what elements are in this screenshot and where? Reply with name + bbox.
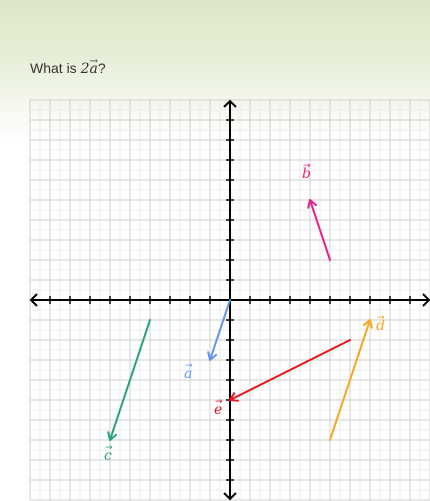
vector-d-arrowhead xyxy=(362,319,373,329)
vector-d[interactable]: d→ xyxy=(329,313,385,441)
vector-b-label: b xyxy=(302,166,311,182)
vector-c-label: c xyxy=(104,448,112,464)
question-text: What is 2a →? xyxy=(30,56,106,79)
vector-e[interactable]: e→ xyxy=(214,339,351,418)
vector-b-arrowhead xyxy=(307,199,318,209)
vector-e-arrowhead xyxy=(229,392,239,402)
question-expression: 2a → xyxy=(80,56,98,79)
vector-a[interactable]: a→ xyxy=(184,299,231,382)
question-prefix: What is xyxy=(30,60,81,76)
vector-c-line[interactable] xyxy=(109,319,151,441)
vector-d-label-arrow: → xyxy=(377,313,385,323)
vector-e-label: e xyxy=(214,402,222,418)
vector-d-label: d xyxy=(376,318,385,334)
y-axis-arrow-down xyxy=(223,492,237,501)
vector-e-label-arrow: → xyxy=(215,397,223,407)
question-header xyxy=(0,0,430,140)
vector-a-arrowhead xyxy=(207,351,218,361)
vectors-layer: a→b→c→d→e→ xyxy=(104,161,385,464)
vector-a-label-arrow: → xyxy=(185,361,193,371)
x-axis-arrow-left xyxy=(29,293,38,307)
vector-e-line[interactable] xyxy=(229,339,351,401)
vector-b-line[interactable] xyxy=(309,199,331,261)
vector-b[interactable]: b→ xyxy=(302,161,331,261)
question-suffix: ? xyxy=(97,60,106,76)
vector-c-label-arrow: → xyxy=(105,443,113,453)
vector-d-line[interactable] xyxy=(329,319,371,441)
y-axis-arrow-up xyxy=(223,99,237,108)
vector-c-arrowhead xyxy=(107,431,118,441)
vector-a-line[interactable] xyxy=(209,299,231,361)
x-axis-arrow-right xyxy=(422,293,430,307)
vector-b-label-arrow: → xyxy=(303,161,311,171)
question-vector-symbol: a xyxy=(89,61,98,77)
question-coefficient: 2 xyxy=(80,61,90,77)
vector-c[interactable]: c→ xyxy=(104,319,151,464)
question-vector-arrow: → xyxy=(89,56,98,67)
vector-a-label: a xyxy=(184,366,192,382)
